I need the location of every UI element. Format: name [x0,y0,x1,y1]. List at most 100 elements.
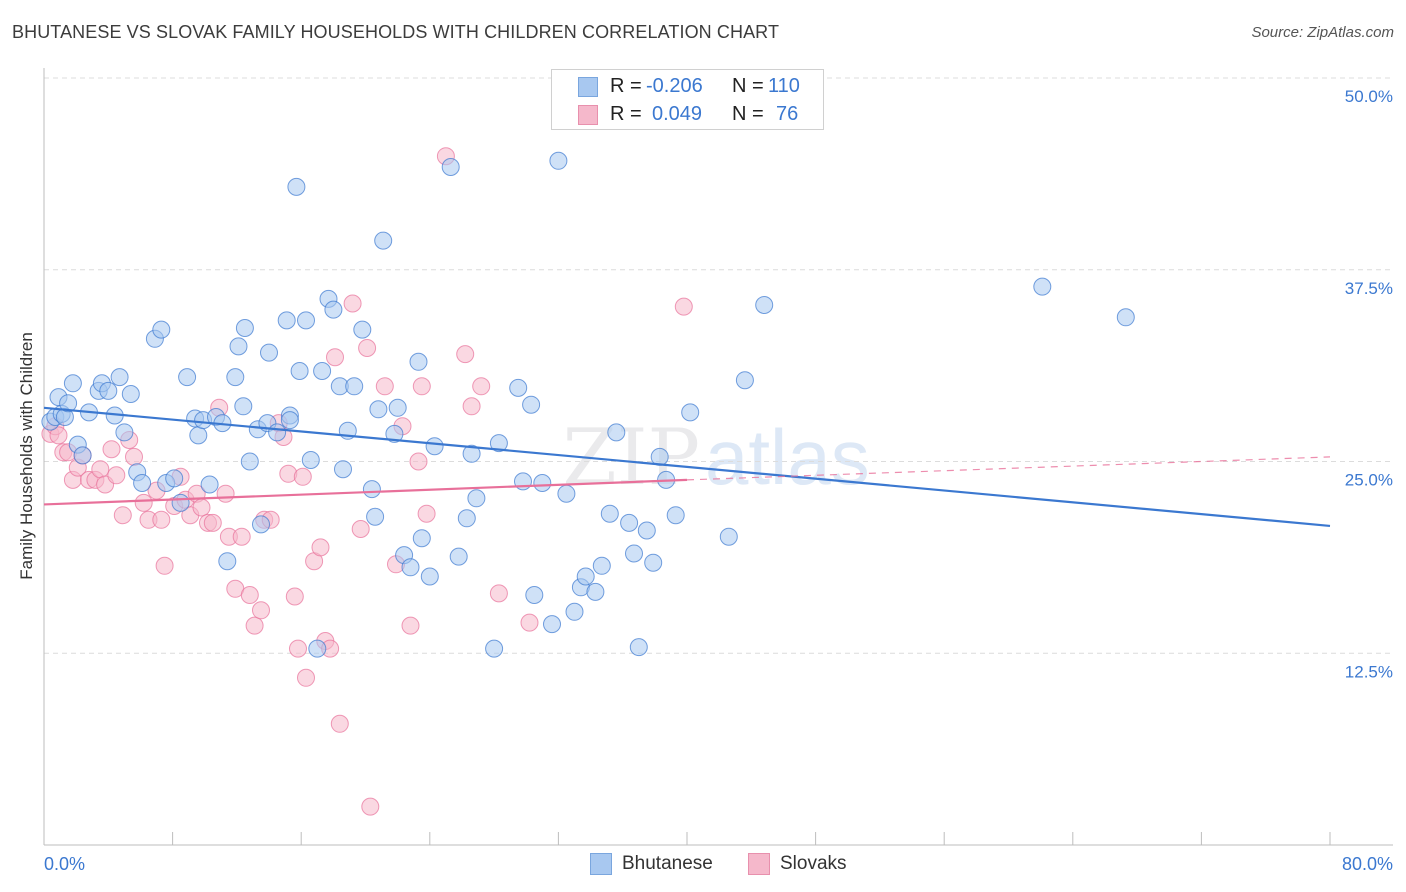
stats-legend: R = -0.206 N = 110 R = 0.049 N = 76 [551,69,824,130]
slovaks-point [245,616,264,635]
bhutanese-points [41,151,1135,658]
bhutanese-trend-line [43,406,1331,528]
bhutanese-point [600,504,619,523]
bhutanese-point [385,424,404,443]
axes [43,68,1393,846]
legend-label-bhutanese: Bhutanese [622,853,713,874]
bhutanese-point [522,395,541,414]
bhutanese-point [462,444,481,463]
bhutanese-point [229,337,248,356]
bhutanese-point [362,480,381,499]
bhutanese-point [133,474,152,492]
slovaks-point [293,467,312,486]
bhutanese-point [666,506,685,525]
gridlines [44,77,1393,654]
bhutanese-point [592,556,611,575]
bhutanese-point [59,394,78,413]
slovaks-legend-swatch [748,853,770,875]
slovaks-point [456,345,475,364]
trend-lines [43,406,1331,528]
bhutanese-point [277,311,296,330]
bhutanese-point [353,320,372,339]
bhutanese-point [420,567,439,586]
slovaks-point [297,668,315,687]
bhutanese-point [576,567,595,586]
slovaks-point [351,520,370,538]
bhutanese-point [235,319,254,337]
bhutanese-point [543,615,561,634]
slovaks-point [216,484,235,503]
slovaks-point [401,616,420,635]
bhutanese-point [1116,308,1135,327]
bhutanese-swatch [578,77,598,97]
slovaks-point [113,506,132,525]
bhutanese-point [152,320,171,339]
bhutanese-point [234,397,253,416]
bhutanese-point [334,460,352,479]
bhutanese-point [218,552,237,571]
slovaks-swatch [578,105,598,125]
r-label: R = [610,75,642,97]
bhutanese-point [557,484,576,503]
slovaks-point [192,498,211,517]
slovaks-point [155,556,174,575]
bhutanese-point [200,475,219,494]
bhutanese-point [308,639,327,658]
bhutanese-point [620,513,639,532]
bhutanese-point [287,177,306,196]
bhutanese-point [374,231,393,250]
slovaks-point [375,377,394,396]
bhutanese-point [165,469,184,488]
bhutanese-point [489,434,508,453]
bhutanese-point [313,362,332,380]
r-value: 0.049 [652,103,703,125]
slovaks-point [232,527,251,546]
bhutanese-point [189,426,208,445]
slovaks-point [361,797,380,816]
slovaks-point [489,584,508,603]
bhutanese-point [549,151,568,170]
n-label: N = [732,103,764,125]
watermark: ZIP atlas [563,413,870,503]
slovaks-point [358,339,377,357]
bhutanese-point [301,451,320,469]
bhutanese-point [115,423,134,442]
slovaks-point [125,447,143,466]
bhutanese-point [73,446,92,465]
slovaks-trend-line [43,478,688,506]
bhutanese-point [260,343,278,362]
slovaks-point [91,460,110,479]
bhutanese-point [681,403,700,422]
slovaks-point [152,510,171,529]
bhutanese-point [485,639,504,658]
bhutanese-point [412,529,431,548]
bhutanese-point [121,385,140,403]
bhutanese-point [441,158,460,176]
bhutanese-point [240,452,259,471]
bhutanese-point [637,521,656,540]
bhutanese-point [1033,277,1052,296]
slovaks-point [462,397,481,416]
bhutanese-point [449,547,468,566]
bhutanese-point [755,296,774,314]
slovaks-point [674,297,693,316]
slovaks-point [472,377,491,396]
slovaks-point [134,493,153,512]
bhutanese-point [719,527,738,546]
bhutanese-point [345,377,364,396]
y-tick-labels: 12.5% 25.0% 37.5% 50.0% [1345,87,1393,681]
slovaks-point [289,639,307,658]
bhutanese-point [280,411,299,430]
bhutanese-point [171,493,190,512]
slovaks-point [203,513,222,532]
y-tick-label: 25.0% [1345,471,1393,490]
slovaks-point [417,504,436,523]
slovaks-point [330,714,349,733]
x-tick-label: 0.0% [44,854,85,874]
slovaks-point [49,426,68,445]
bhutanese-point [457,509,476,528]
bhutanese-point [252,515,270,534]
bhutanese-point [268,423,287,442]
bhutanese-point [99,381,118,400]
